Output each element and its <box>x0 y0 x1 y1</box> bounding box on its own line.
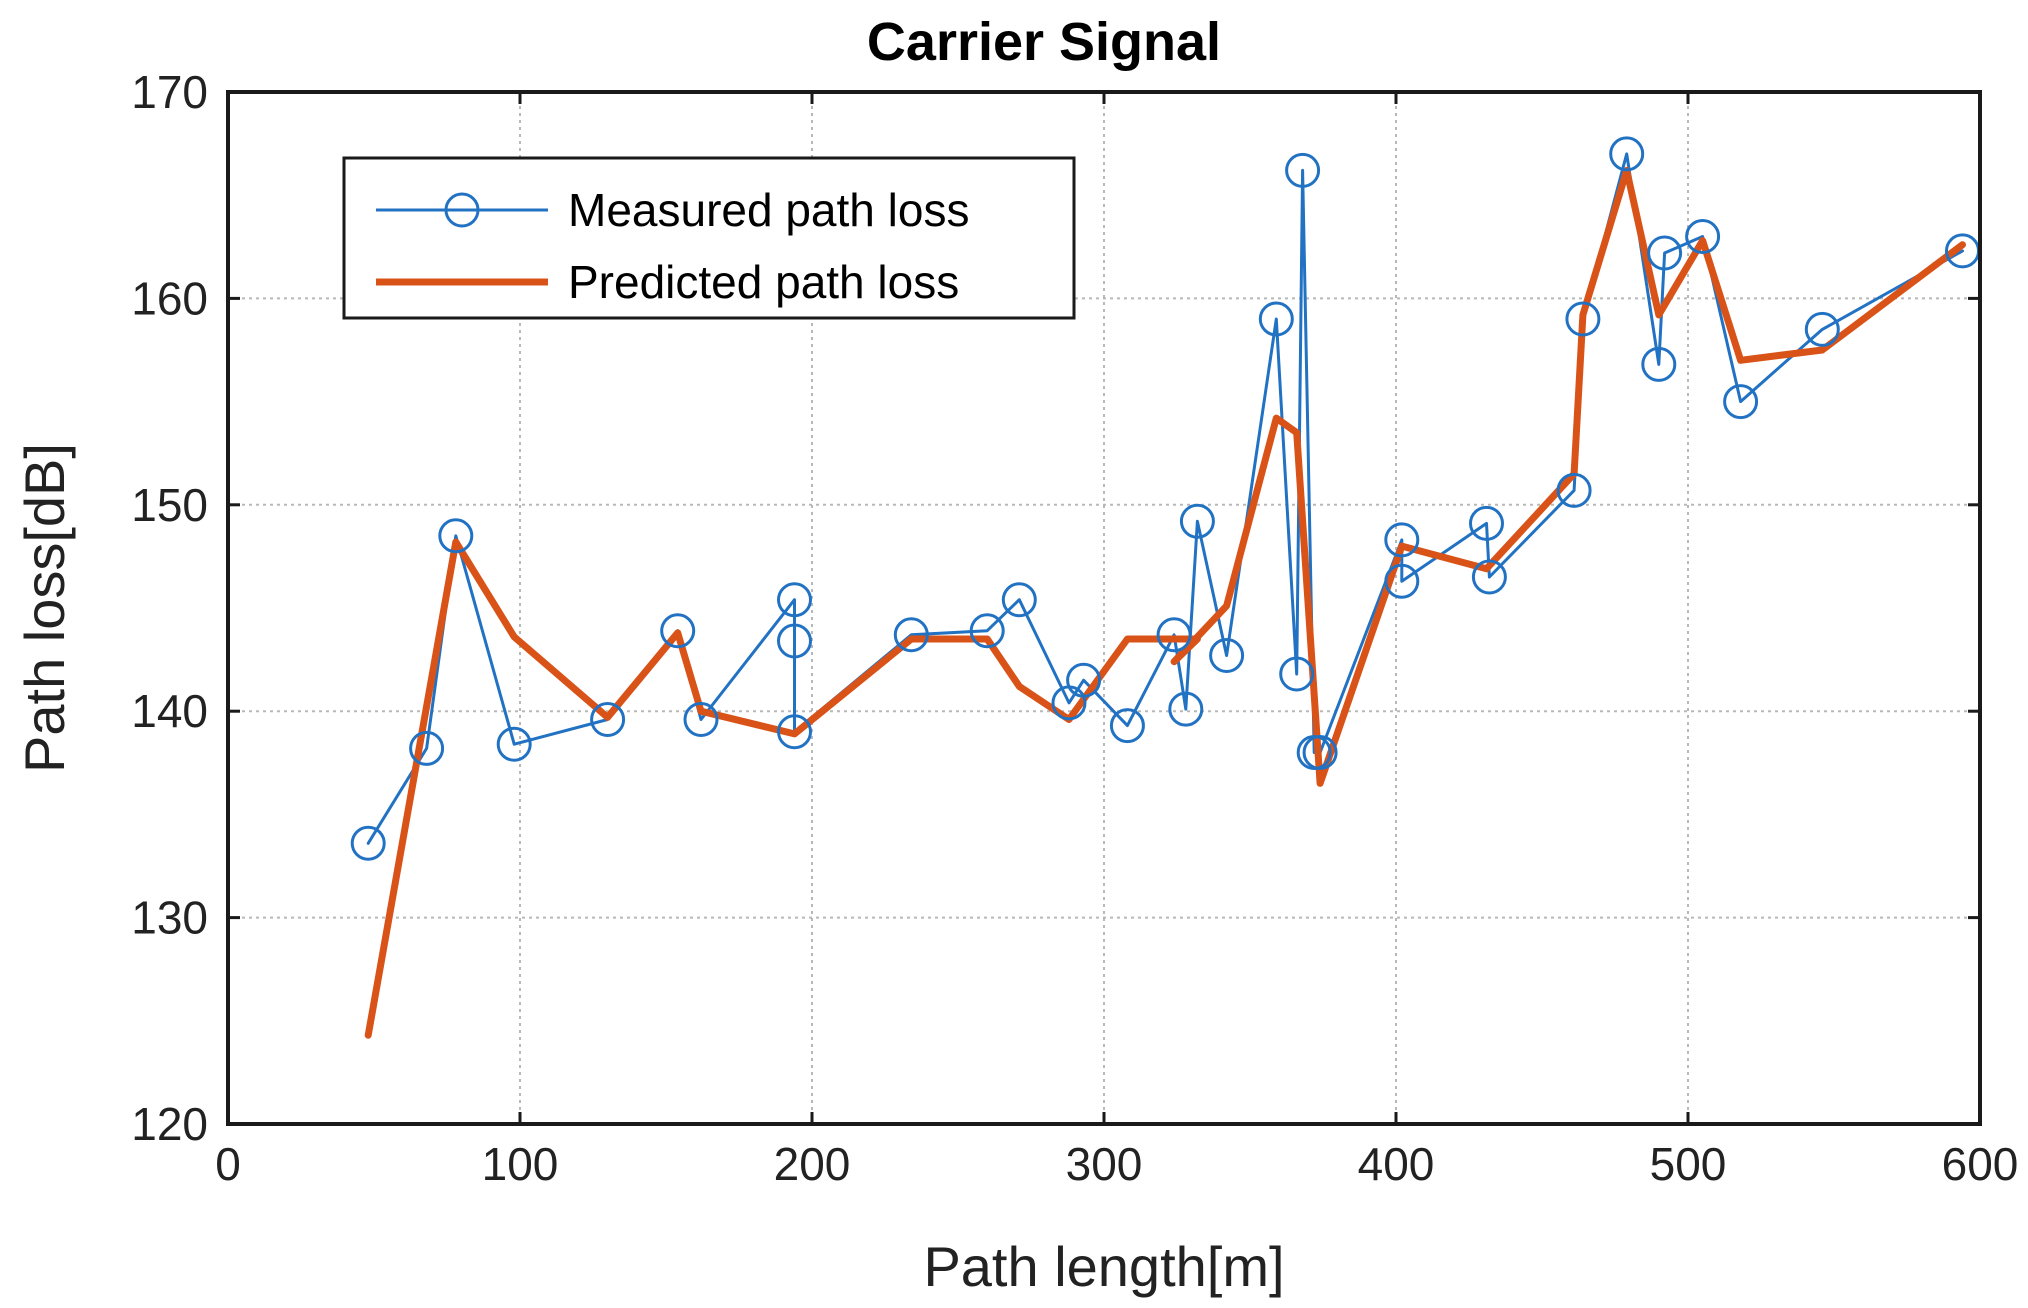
measured-point <box>1641 346 1677 382</box>
y-tick-label: 130 <box>131 892 208 944</box>
x-tick-label: 300 <box>1066 1138 1143 1190</box>
legend-predicted-label: Predicted path loss <box>568 256 959 308</box>
measured-point <box>1001 582 1037 618</box>
grid-lines <box>228 92 1980 1124</box>
predicted-path-loss-line <box>364 166 1966 1039</box>
legend-measured-label: Measured path loss <box>568 184 969 236</box>
y-tick-label: 120 <box>131 1098 208 1150</box>
measured-point <box>1647 235 1683 271</box>
measured-point <box>683 702 719 737</box>
series-layer <box>350 136 1980 1039</box>
legend-box <box>342 156 1076 320</box>
x-tick-label: 500 <box>1650 1138 1727 1190</box>
measured-point <box>350 825 386 861</box>
x-tick-label: 600 <box>1942 1138 2019 1190</box>
measured-point <box>1066 662 1102 698</box>
y-tick-label: 150 <box>131 479 208 531</box>
x-tick-label: 100 <box>482 1138 559 1190</box>
measured-point <box>1469 505 1504 541</box>
measured-point <box>1471 559 1507 595</box>
measured-point <box>1109 708 1145 744</box>
measured-point <box>1179 503 1215 539</box>
measured-point <box>1258 301 1294 337</box>
tick-labels: 0 100 200 300 400 500 600 120 130 140 150 160 170 <box>131 66 2018 1190</box>
measured-point <box>438 518 474 554</box>
x-tick-label: 400 <box>1358 1138 1435 1190</box>
x-axis-label: Path length[m] <box>923 1235 1284 1298</box>
measured-point <box>1723 384 1759 420</box>
measured-point <box>1609 136 1645 172</box>
y-tick-label: 160 <box>131 272 208 324</box>
measured-point <box>1302 735 1338 770</box>
legend-measured-marker <box>444 192 480 228</box>
measured-path-loss-line <box>366 152 1964 845</box>
measured-point <box>590 702 626 737</box>
y-axis-label: Path loss[dB] <box>13 443 76 773</box>
measured-point <box>893 617 929 653</box>
chart-title: Carrier Signal <box>867 12 1221 72</box>
measured-point <box>777 714 812 750</box>
legend: Measured path loss Predicted path loss <box>342 156 1076 320</box>
y-tick-label: 140 <box>131 685 208 737</box>
measured-point <box>660 613 696 649</box>
measured-point <box>409 730 445 766</box>
measured-point <box>1804 311 1840 347</box>
measured-point <box>1685 219 1721 254</box>
measured-point <box>1168 691 1204 727</box>
y-tick-label: 170 <box>131 66 208 118</box>
measured-point <box>1285 152 1321 188</box>
measured-point <box>1279 656 1315 692</box>
measured-point <box>496 726 532 762</box>
measured-point <box>1209 638 1245 673</box>
measured-point <box>1156 617 1192 653</box>
measured-point <box>1556 472 1592 508</box>
measured-point <box>1384 522 1420 558</box>
measured-point <box>777 582 812 618</box>
measured-point <box>969 613 1005 649</box>
x-tick-label: 0 <box>215 1138 241 1190</box>
measured-point <box>1565 301 1601 337</box>
x-tick-label: 200 <box>774 1138 851 1190</box>
measured-point <box>777 623 812 659</box>
measured-point <box>1384 563 1420 599</box>
